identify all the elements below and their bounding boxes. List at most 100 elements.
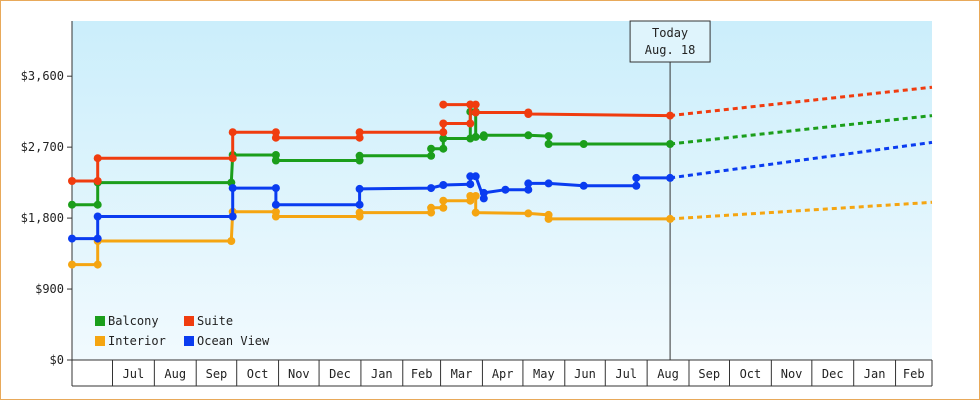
data-point (666, 173, 675, 182)
data-point (228, 212, 237, 221)
data-point (666, 140, 675, 148)
data-point (501, 185, 510, 194)
data-point (439, 100, 448, 109)
x-tick-label: Aug (657, 367, 679, 381)
legend-swatch (184, 316, 194, 326)
x-tick-label: Nov (781, 367, 803, 381)
data-point (68, 234, 76, 243)
data-point (524, 110, 533, 118)
data-point (427, 144, 436, 153)
data-point (524, 185, 533, 194)
data-point (93, 234, 102, 243)
data-point (271, 212, 280, 221)
data-point (439, 119, 448, 128)
x-tick-label: Nov (288, 367, 310, 381)
data-point (471, 172, 480, 181)
data-point (579, 181, 588, 190)
data-point (439, 203, 448, 212)
data-point (271, 133, 280, 142)
data-point (471, 192, 480, 200)
data-point (271, 128, 280, 137)
data-point (228, 128, 237, 137)
data-point (228, 154, 237, 163)
x-tick-label: Dec (329, 367, 351, 381)
data-point (271, 200, 280, 209)
x-tick-label: Dec (822, 367, 844, 381)
data-point (427, 151, 436, 160)
y-tick-label: $0 (50, 353, 64, 367)
today-marker: Today Aug. 18 (629, 20, 711, 360)
data-point (666, 214, 675, 223)
x-tick-label: Feb (411, 367, 433, 381)
data-point (479, 194, 488, 203)
y-tick-label: $900 (35, 282, 64, 296)
x-tick-label: Jun (574, 367, 596, 381)
x-tick-label: Sep (206, 367, 228, 381)
legend-label: Balcony (108, 314, 159, 328)
data-point (355, 208, 364, 217)
series-suite (68, 85, 933, 185)
x-tick-label: Apr (492, 367, 514, 381)
data-point (632, 173, 641, 182)
legend-label: Suite (197, 314, 233, 328)
axes: $0 $900 $1,800 $2,700 $3,600 Jul Aug Sep Oct Nov D… (21, 21, 933, 387)
data-point (271, 151, 280, 159)
data-point (544, 140, 553, 148)
data-point (427, 184, 436, 193)
x-tick-label: Jul (615, 367, 637, 381)
data-point (466, 180, 475, 189)
series-group (68, 85, 933, 269)
data-point (93, 212, 102, 221)
data-point (68, 200, 76, 209)
x-tick-label: Aug (164, 367, 186, 381)
legend-item-suite: Suite (184, 314, 233, 328)
series-ocean-view (68, 140, 933, 243)
data-point (439, 128, 448, 137)
data-point (632, 181, 641, 190)
legend-swatch (95, 336, 105, 346)
data-point (439, 196, 448, 205)
today-label: Today (652, 26, 688, 40)
today-date-label: Aug. 18 (645, 43, 696, 57)
data-point (439, 144, 448, 153)
legend-swatch (184, 336, 194, 346)
legend-item-balcony: Balcony (95, 314, 159, 328)
series-interior (68, 192, 933, 269)
projection-line-ocean-view (669, 140, 933, 180)
data-point (471, 108, 480, 117)
x-tick-label: May (533, 367, 555, 381)
x-tick-label: Jul (123, 367, 145, 381)
data-point (355, 184, 364, 193)
data-point (355, 128, 364, 137)
data-point (93, 260, 102, 269)
legend-swatch (95, 316, 105, 326)
data-point (666, 111, 675, 120)
data-point (471, 100, 480, 109)
data-point (93, 177, 102, 185)
x-tick-label: Mar (451, 367, 473, 381)
data-point (471, 208, 480, 217)
y-tick-label: $2,700 (21, 140, 64, 154)
legend: Balcony Suite Interior Ocean View (95, 314, 270, 348)
x-tick-label: Jan (371, 367, 393, 381)
data-point (271, 184, 280, 193)
data-point (271, 156, 280, 165)
data-point (524, 131, 533, 140)
x-tick-label: Oct (740, 367, 762, 381)
data-point (524, 209, 533, 218)
data-point (228, 184, 237, 193)
projection-line-interior (670, 200, 933, 221)
data-point (544, 214, 553, 223)
data-point (544, 132, 553, 141)
x-tick-label: Jan (864, 367, 886, 381)
data-point (355, 151, 364, 160)
data-point (479, 188, 488, 197)
data-point (439, 181, 448, 189)
data-point (93, 200, 102, 209)
data-point (355, 133, 364, 142)
x-tick-label: Feb (903, 367, 925, 381)
legend-item-ocean-view: Ocean View (184, 334, 270, 348)
data-point (68, 260, 76, 269)
